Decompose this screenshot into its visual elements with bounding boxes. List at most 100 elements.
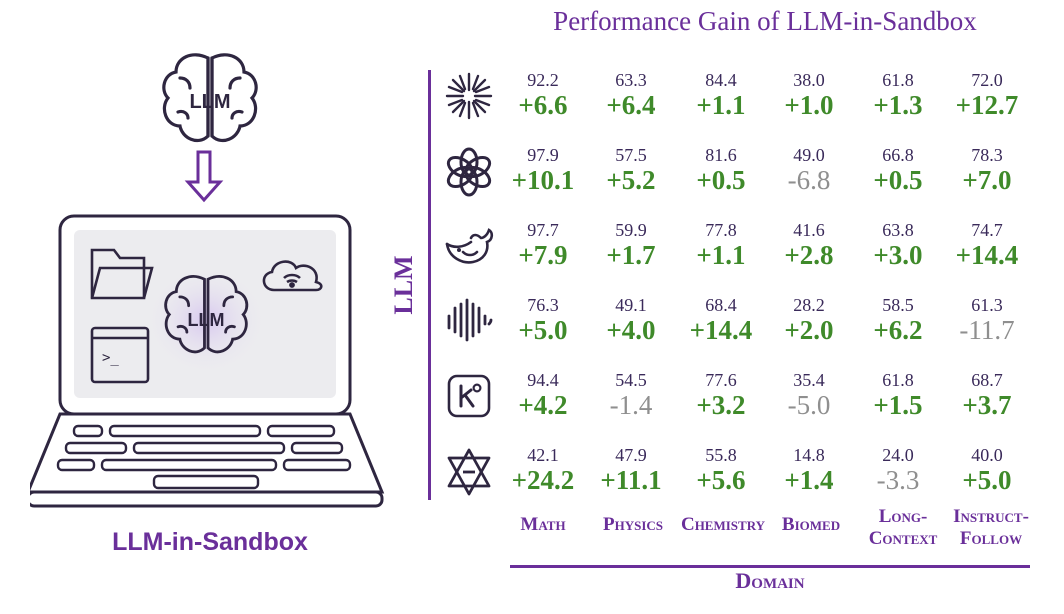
score-gain: +5.0 [518,315,568,345]
domain-label-long: Long- Context [848,506,958,550]
score-cell: 94.4 +4.2 [498,370,588,420]
base-score: 49.0 [793,145,825,165]
base-score: 77.6 [705,370,737,390]
score-gain: +14.4 [689,315,753,345]
base-score: 40.0 [971,445,1003,465]
score-cell: 68.7 +3.7 [942,370,1032,420]
score-gain: +6.2 [873,315,923,345]
score-gain: +3.2 [696,390,746,420]
base-score: 94.4 [527,370,559,390]
base-score: 58.5 [882,295,914,315]
score-gain: +1.4 [784,465,834,495]
score-gain: -5.0 [787,390,831,420]
score-cell: 55.8 +5.6 [676,445,766,495]
score-cell: 41.6 +2.8 [764,220,854,270]
base-score: 68.7 [971,370,1003,390]
score-cell: 61.8 +1.3 [853,70,943,120]
domain-label-line1: Biomed [781,514,841,535]
arrow-down-icon [184,150,224,203]
laptop-icon [30,214,385,508]
sparkle-burst-icon [445,72,493,120]
terminal-icon: >_ [90,326,150,384]
domain-label-line2: Follow [959,528,1023,549]
base-score: 41.6 [793,220,825,240]
score-gain: +2.8 [784,240,834,270]
score-cell: 59.9 +1.7 [586,220,676,270]
score-gain: -11.7 [959,315,1015,345]
score-gain: +1.1 [696,240,746,270]
base-score: 76.3 [527,295,559,315]
score-gain: +5.6 [696,465,746,495]
score-cell: 35.4 -5.0 [764,370,854,420]
base-score: 84.4 [705,70,737,90]
base-score: 81.6 [705,145,737,165]
llm-axis-label: LLM [389,255,418,315]
score-gain: +10.1 [511,165,575,195]
llm-axis-line [428,70,431,500]
base-score: 97.9 [527,145,559,165]
score-gain: +6.4 [606,90,656,120]
score-gain: -3.3 [876,465,920,495]
waveform-icon [447,298,493,342]
base-score: 54.5 [615,370,647,390]
base-score: 66.8 [882,145,914,165]
score-gain: +4.2 [518,390,568,420]
base-score: 78.3 [971,145,1003,165]
score-cell: 63.8 +3.0 [853,220,943,270]
score-cell: 66.8 +0.5 [853,145,943,195]
score-gain: +24.2 [511,465,575,495]
score-gain: +5.2 [606,165,656,195]
score-cell: 76.3 +5.0 [498,295,588,345]
base-score: 77.8 [705,220,737,240]
score-cell: 61.8 +1.5 [853,370,943,420]
folder-icon [90,248,154,300]
score-gain: +2.0 [784,315,834,345]
score-cell: 77.8 +1.1 [676,220,766,270]
base-score: 59.9 [615,220,647,240]
base-score: 63.8 [882,220,914,240]
score-gain: +5.0 [962,465,1012,495]
score-gain: +11.1 [600,465,662,495]
score-gain: -1.4 [609,390,653,420]
chart-title: Performance Gain of LLM-in-Sandbox [553,6,977,36]
domain-label-line1: Long- [878,506,928,527]
score-gain: +4.0 [606,315,656,345]
score-cell: 97.7 +7.9 [498,220,588,270]
score-gain: +3.7 [962,390,1012,420]
base-score: 92.2 [527,70,559,90]
score-cell: 47.9 +11.1 [586,445,676,495]
cloud-wifi-icon [262,260,323,292]
sandbox-caption: LLM-in-Sandbox [112,528,308,556]
score-gain: +1.1 [696,90,746,120]
score-gain: +1.7 [606,240,656,270]
base-score: 97.7 [527,220,559,240]
score-cell: 97.9 +10.1 [498,145,588,195]
score-cell: 72.0 +12.7 [942,70,1032,120]
score-cell: 28.2 +2.0 [764,295,854,345]
score-cell: 84.4 +1.1 [676,70,766,120]
score-cell: 57.5 +5.2 [586,145,676,195]
base-score: 61.8 [882,370,914,390]
score-gain: +7.9 [518,240,568,270]
base-score: 55.8 [705,445,737,465]
domain-label-line1: Physics [602,514,663,535]
base-score: 42.1 [527,445,559,465]
score-gain: +14.4 [955,240,1019,270]
base-score: 61.3 [971,295,1003,315]
domain-label-chemistry: Chemistry [668,514,778,536]
score-cell: 81.6 +0.5 [676,145,766,195]
triangle-star-icon [447,448,491,496]
score-cell: 42.1 +24.2 [498,445,588,495]
score-cell: 54.5 -1.4 [586,370,676,420]
k-square-icon [447,374,491,418]
domain-label-line1: Instruct- [953,506,1029,527]
domain-label-physics: Physics [578,514,688,536]
score-cell: 14.8 +1.4 [764,445,854,495]
domain-label-math: Math [488,514,598,536]
score-gain: +0.5 [873,165,923,195]
base-score: 57.5 [615,145,647,165]
domain-label-line1: Chemistry [680,514,766,535]
score-cell: 49.1 +4.0 [586,295,676,345]
base-score: 63.3 [615,70,647,90]
score-cell: 74.7 +14.4 [942,220,1032,270]
